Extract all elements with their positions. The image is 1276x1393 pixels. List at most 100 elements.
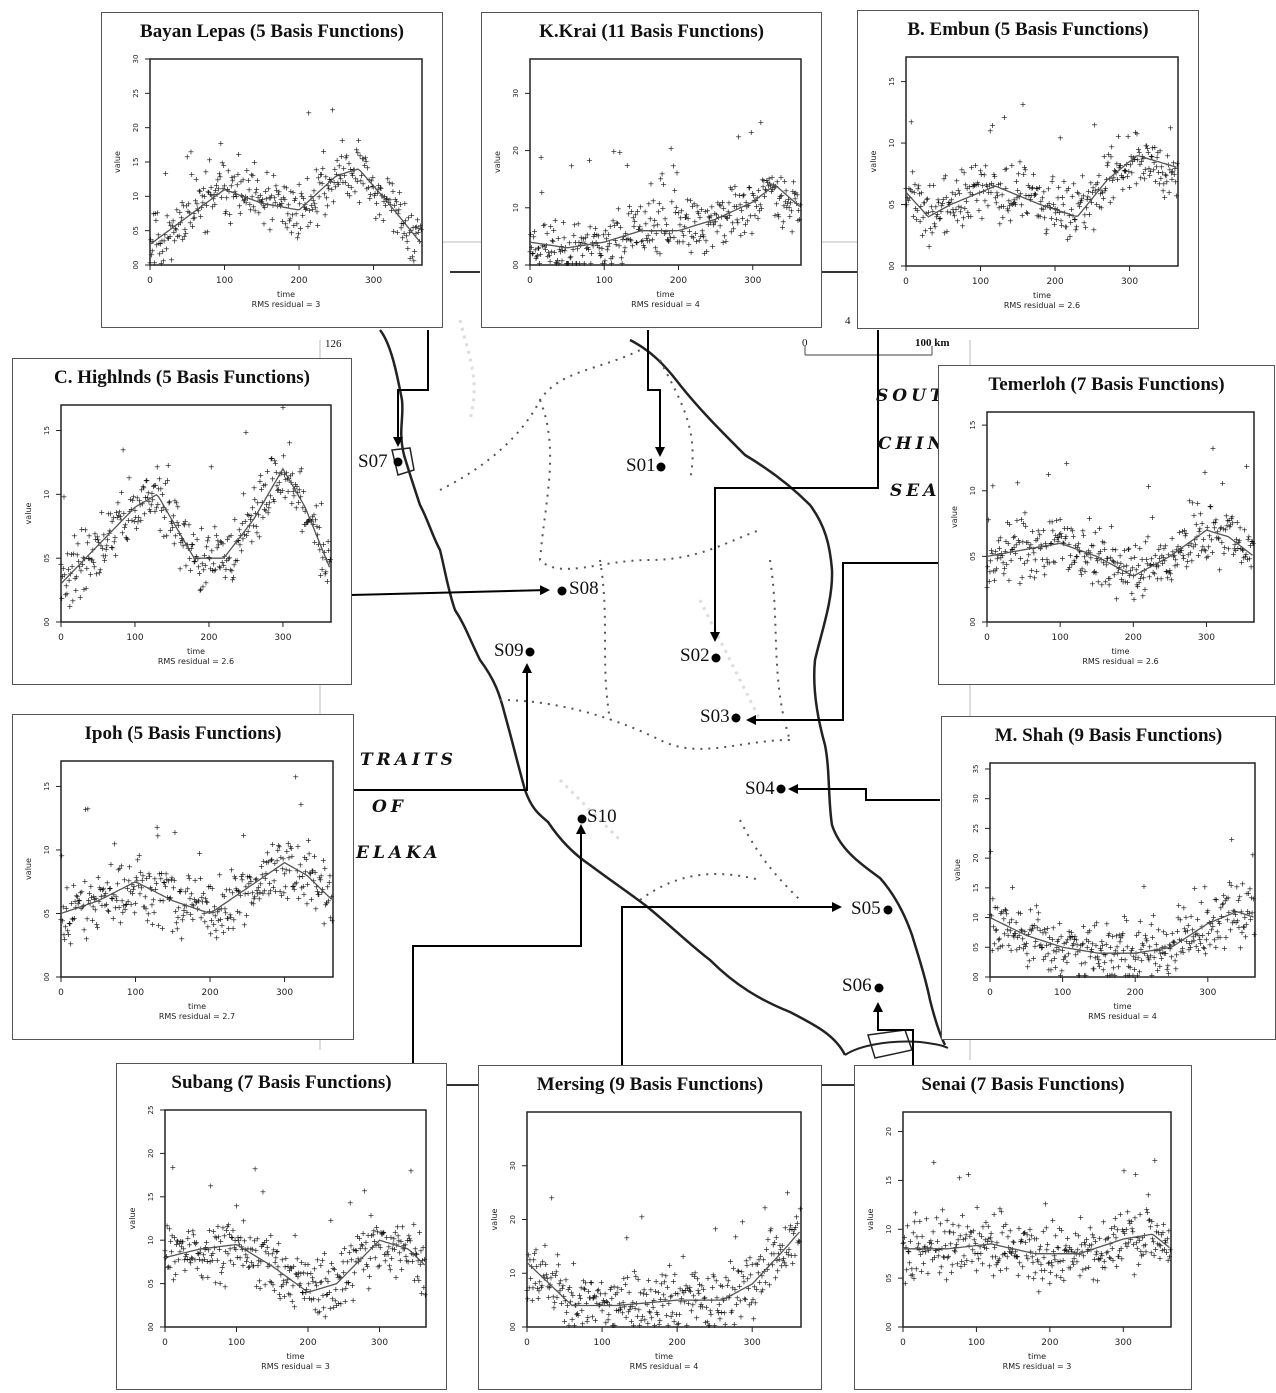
data-point: +	[267, 225, 274, 234]
data-point: +	[199, 192, 206, 201]
data-point: +	[282, 882, 289, 891]
x-tick-label: 300	[371, 1338, 388, 1348]
data-point: +	[741, 1278, 748, 1287]
data-point: +	[1082, 1264, 1089, 1273]
data-point: +	[1081, 553, 1088, 562]
data-point: +	[1164, 1235, 1171, 1244]
data-point: +	[1134, 1244, 1141, 1253]
data-point: +	[1150, 911, 1157, 920]
data-point: +	[350, 1296, 357, 1305]
data-point: +	[198, 1272, 205, 1281]
data-point: +	[1099, 189, 1106, 198]
data-point: +	[290, 882, 297, 891]
data-point: +	[1118, 955, 1125, 964]
data-point: +	[1025, 538, 1032, 547]
data-point: +	[184, 152, 191, 161]
data-point: +	[226, 210, 233, 219]
data-point: +	[1033, 1234, 1040, 1243]
data-point: +	[1127, 1219, 1134, 1228]
data-point: +	[152, 885, 159, 894]
data-point: +	[409, 252, 416, 261]
x-tick-label: 100	[596, 276, 613, 286]
data-point: +	[186, 209, 193, 218]
data-point: +	[1155, 168, 1162, 177]
data-point: +	[1096, 1234, 1103, 1243]
data-point: +	[277, 488, 284, 497]
data-point: +	[684, 1284, 691, 1293]
data-point: +	[551, 248, 558, 257]
data-point: +	[1179, 944, 1186, 953]
data-point: +	[672, 1270, 679, 1279]
data-point: +	[674, 168, 681, 177]
data-point: +	[1099, 1263, 1106, 1272]
data-point: +	[1229, 918, 1236, 927]
data-point: +	[305, 517, 312, 526]
data-point: +	[668, 1312, 675, 1321]
data-point: +	[1132, 1214, 1139, 1223]
data-point: +	[187, 1258, 194, 1267]
data-point: +	[135, 517, 142, 526]
data-point: +	[290, 1281, 297, 1290]
data-point: +	[1067, 934, 1074, 943]
data-point: +	[1086, 927, 1093, 936]
data-point: +	[629, 242, 636, 251]
station-label-s09: S09	[494, 640, 524, 661]
data-point: +	[1005, 207, 1012, 216]
data-point: +	[561, 234, 568, 243]
data-point: +	[254, 529, 261, 538]
data-point: +	[126, 507, 133, 516]
data-point: +	[757, 201, 764, 210]
data-point: +	[273, 186, 280, 195]
data-point: +	[161, 878, 168, 887]
data-point: +	[1052, 531, 1059, 540]
data-point: +	[160, 878, 167, 887]
data-point: +	[1130, 1240, 1137, 1249]
data-point: +	[951, 212, 958, 221]
data-point: +	[1143, 141, 1150, 150]
data-point: +	[970, 180, 977, 189]
data-point: +	[612, 236, 619, 245]
data-point: +	[1233, 535, 1240, 544]
data-point: +	[162, 882, 169, 891]
data-point: +	[317, 170, 324, 179]
data-point: +	[402, 1241, 409, 1250]
data-point: +	[1078, 960, 1085, 969]
data-point: +	[323, 1274, 330, 1283]
data-point: +	[1052, 209, 1059, 218]
data-point: +	[527, 1274, 534, 1283]
data-point: +	[658, 1280, 665, 1289]
data-point: +	[1035, 915, 1042, 924]
data-point: +	[676, 238, 683, 247]
data-point: +	[131, 517, 138, 526]
data-point: +	[1241, 923, 1248, 932]
data-point: +	[602, 1319, 609, 1328]
data-point: +	[403, 1252, 410, 1261]
data-point: +	[336, 162, 343, 171]
data-point: +	[200, 1251, 207, 1260]
data-point: +	[252, 1165, 259, 1174]
data-point: +	[664, 235, 671, 244]
data-point: +	[1151, 570, 1158, 579]
data-point: +	[548, 1194, 555, 1203]
data-point: +	[1009, 1245, 1016, 1254]
data-point: +	[590, 1294, 597, 1303]
data-point: +	[353, 145, 360, 154]
y-tick-label: 05	[972, 943, 980, 952]
data-point: +	[735, 1267, 742, 1276]
data-point: +	[678, 207, 685, 216]
data-point: +	[200, 889, 207, 898]
data-point: +	[1096, 202, 1103, 211]
data-point: +	[1060, 955, 1067, 964]
data-point: +	[185, 1234, 192, 1243]
data-point: +	[181, 520, 188, 529]
data-point: +	[987, 910, 994, 919]
data-point: +	[1148, 920, 1155, 929]
data-point: +	[173, 498, 180, 507]
data-point: +	[1216, 919, 1223, 928]
data-point: +	[984, 583, 991, 592]
data-point: +	[1167, 566, 1174, 575]
data-point: +	[1202, 950, 1209, 959]
data-point: +	[724, 214, 731, 223]
data-point: +	[286, 854, 293, 863]
data-point: +	[1038, 1260, 1045, 1269]
